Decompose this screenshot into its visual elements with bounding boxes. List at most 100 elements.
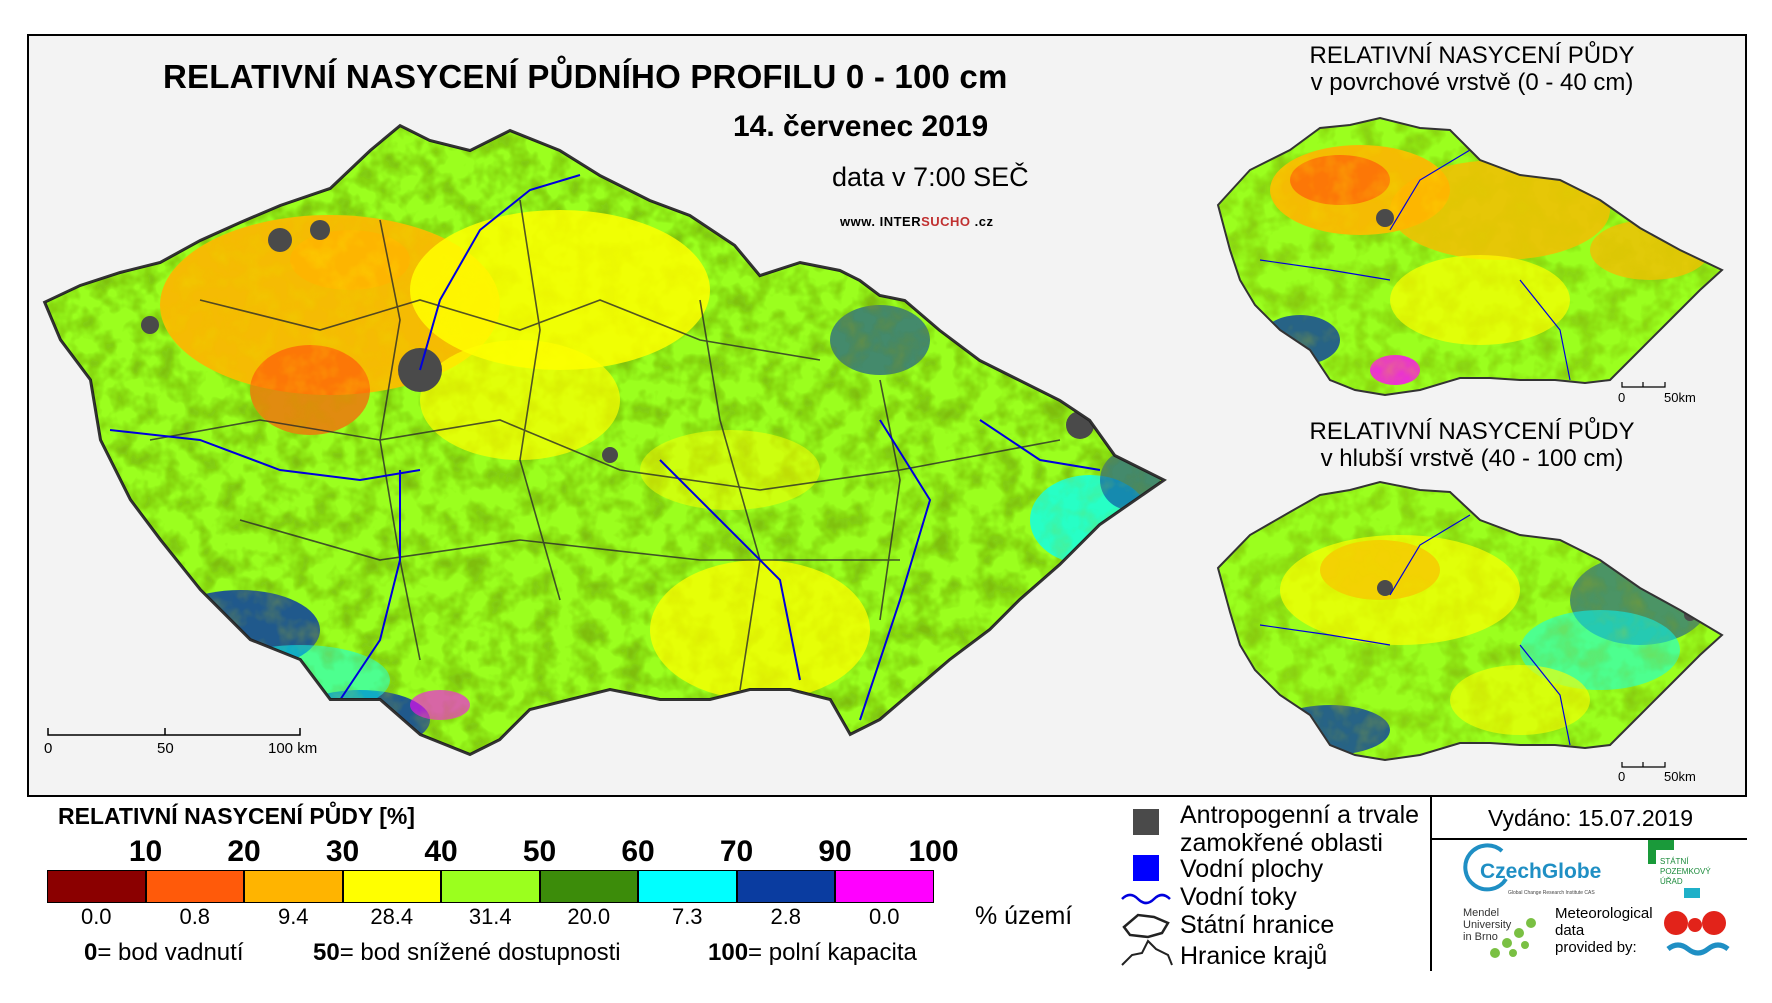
meteo-line1: Meteorological	[1555, 905, 1653, 922]
legend-swatch-6	[638, 870, 737, 903]
meteo-line2: data	[1555, 922, 1585, 939]
footer-divider	[1430, 795, 1432, 971]
key-river-symbol	[1121, 893, 1171, 905]
legend-threshold-3: 40	[424, 835, 458, 868]
key-region-border: Hranice krajů	[1180, 942, 1328, 970]
legend-note-0: 0= bod vadnutí	[84, 939, 243, 967]
legend-share-7: 2.8	[770, 904, 802, 929]
legend-swatch-8	[835, 870, 934, 903]
inset-deep-scale-0: 0	[1618, 769, 1626, 784]
chmi-logo-icon	[1664, 911, 1730, 956]
legend-share-2: 9.4	[277, 904, 309, 929]
mendel-line3: in Brno	[1463, 931, 1498, 943]
inset-surface-scale-50: 50km	[1664, 390, 1696, 405]
legend-threshold-2: 30	[325, 835, 360, 868]
inset-surface-title: RELATIVNÍ NASYCENÍ PŮDY v povrchové vrst…	[1262, 42, 1682, 96]
inset-deep-title: RELATIVNÍ NASYCENÍ PŮDY v hlubší vrstvě …	[1262, 418, 1682, 472]
legend-share-0: 0.0	[80, 904, 112, 929]
legend-share-unit: % území	[975, 902, 1073, 930]
key-water-swatch	[1133, 855, 1159, 881]
legend-title: RELATIVNÍ NASYCENÍ PŮDY [%]	[58, 803, 415, 829]
issued-date: Vydáno: 15.07.2019	[1488, 805, 1694, 831]
legend-swatch-1	[145, 870, 244, 903]
main-scale-bar	[47, 728, 301, 736]
legend-threshold-8: 100	[908, 835, 959, 868]
inset-deep-title-line2: v hlubší vrstvě (40 - 100 cm)	[1320, 445, 1624, 472]
key-symbols	[1121, 809, 1173, 966]
state-border-inset-surface	[1216, 116, 1724, 397]
spu-line1: STÁTNÍ	[1660, 857, 1689, 866]
key-anthropogenic-swatch	[1133, 809, 1159, 835]
legend-threshold-6: 70	[719, 835, 754, 868]
state-border-main	[42, 123, 1167, 757]
map-time: data v 7:00 SEČ	[832, 162, 1029, 192]
inset-deep-scale-bar	[1621, 762, 1666, 768]
map-title: RELATIVNÍ NASYCENÍ PŮDNÍHO PROFILU 0 - 1…	[163, 58, 1008, 95]
inset-deep-title-line1: RELATIVNÍ NASYCENÍ PŮDY	[1309, 418, 1635, 445]
spu-line3: ÚŘAD	[1660, 877, 1683, 886]
website-name-b: SUCHO	[921, 214, 971, 229]
map-date: 14. červenec 2019	[733, 110, 989, 143]
legend-threshold-7: 90	[818, 835, 852, 868]
spu-logo-icon	[1648, 840, 1700, 898]
legend-swatch-2	[244, 870, 343, 903]
meteo-line3: provided by:	[1555, 939, 1637, 956]
czechglobe-subtitle: Global Change Research Institute CAS	[1508, 890, 1595, 896]
spu-line2: POZEMKOVÝ	[1660, 867, 1711, 876]
legend-threshold-0: 10	[128, 835, 163, 868]
inset-surface-map	[1218, 118, 1722, 395]
czechglobe-logo-text: CzechGlobe	[1480, 860, 1602, 883]
legend-swatch-7	[736, 870, 835, 903]
note-0-value: 0	[84, 939, 98, 966]
mendel-university-logo: Mendel University in Brno	[1463, 907, 1511, 943]
inset-deep-map	[1218, 482, 1722, 760]
note-50-value: 50	[313, 939, 340, 966]
key-region-border-symbol	[1121, 939, 1173, 966]
legend-note-50: 50= bod snížené dostupnosti	[313, 939, 621, 967]
legend-share-3: 28.4	[370, 904, 414, 929]
key-state-border: Státní hranice	[1180, 911, 1335, 939]
note-100-text: = polní kapacita	[748, 939, 917, 966]
legend-share-1: 0.8	[179, 904, 211, 929]
meteo-credit: Meteorological data provided by:	[1555, 905, 1653, 956]
inset-surface-scale-bar	[1621, 382, 1666, 388]
note-0-text: = bod vadnutí	[97, 939, 244, 966]
legend-threshold-4: 50	[522, 835, 557, 868]
legend-share-8: 0.0	[868, 904, 900, 929]
note-50-text: = bod snížené dostupnosti	[339, 939, 621, 966]
legend-note-100: 100= polní kapacita	[708, 939, 917, 967]
key-anthropogenic: Antropogenní a trvale zamokřené oblasti	[1180, 801, 1419, 857]
footer-hline	[1430, 838, 1747, 840]
inset-surface-scale-0: 0	[1618, 390, 1626, 405]
legend-share-6: 7.3	[671, 904, 703, 929]
website-name-a: INTER	[879, 214, 922, 229]
mendel-line1: Mendel	[1463, 907, 1500, 919]
legend-share-4: 31.4	[468, 904, 512, 929]
czechglobe-logo-icon	[1463, 843, 1508, 892]
key-anthropogenic-line2: zamokřené oblasti	[1180, 829, 1383, 857]
main-map	[44, 125, 1165, 755]
legend-swatch-3	[342, 870, 441, 903]
key-anthropogenic-line1: Antropogenní a trvale	[1180, 801, 1420, 829]
main-scale-label-100: 100 km	[268, 740, 318, 757]
mendel-line2: University	[1463, 919, 1512, 931]
inset-deep-scale-50: 50km	[1664, 769, 1696, 784]
legend-swatch-5	[539, 870, 638, 903]
legend-swatch-4	[441, 870, 540, 903]
key-rivers: Vodní toky	[1180, 883, 1297, 911]
key-water-bodies: Vodní plochy	[1180, 855, 1324, 883]
key-state-border-symbol	[1122, 913, 1170, 939]
main-scale-label-0: 0	[44, 740, 53, 757]
website-prefix: www.	[840, 214, 876, 229]
legend-swatch-0	[47, 870, 146, 903]
legend-threshold-5: 60	[621, 835, 655, 868]
website-suffix: .cz	[974, 214, 994, 229]
spu-logo-text: STÁTNÍ POZEMKOVÝ ÚŘAD	[1660, 857, 1711, 887]
state-border-inset-deep	[1216, 480, 1724, 762]
main-scale-label-50: 50	[157, 740, 174, 757]
legend-threshold-1: 20	[227, 835, 261, 868]
note-100-value: 100	[708, 939, 749, 966]
website-link[interactable]: www. INTERSUCHO .cz	[840, 214, 994, 229]
inset-surface-title-line1: RELATIVNÍ NASYCENÍ PŮDY	[1309, 42, 1635, 69]
